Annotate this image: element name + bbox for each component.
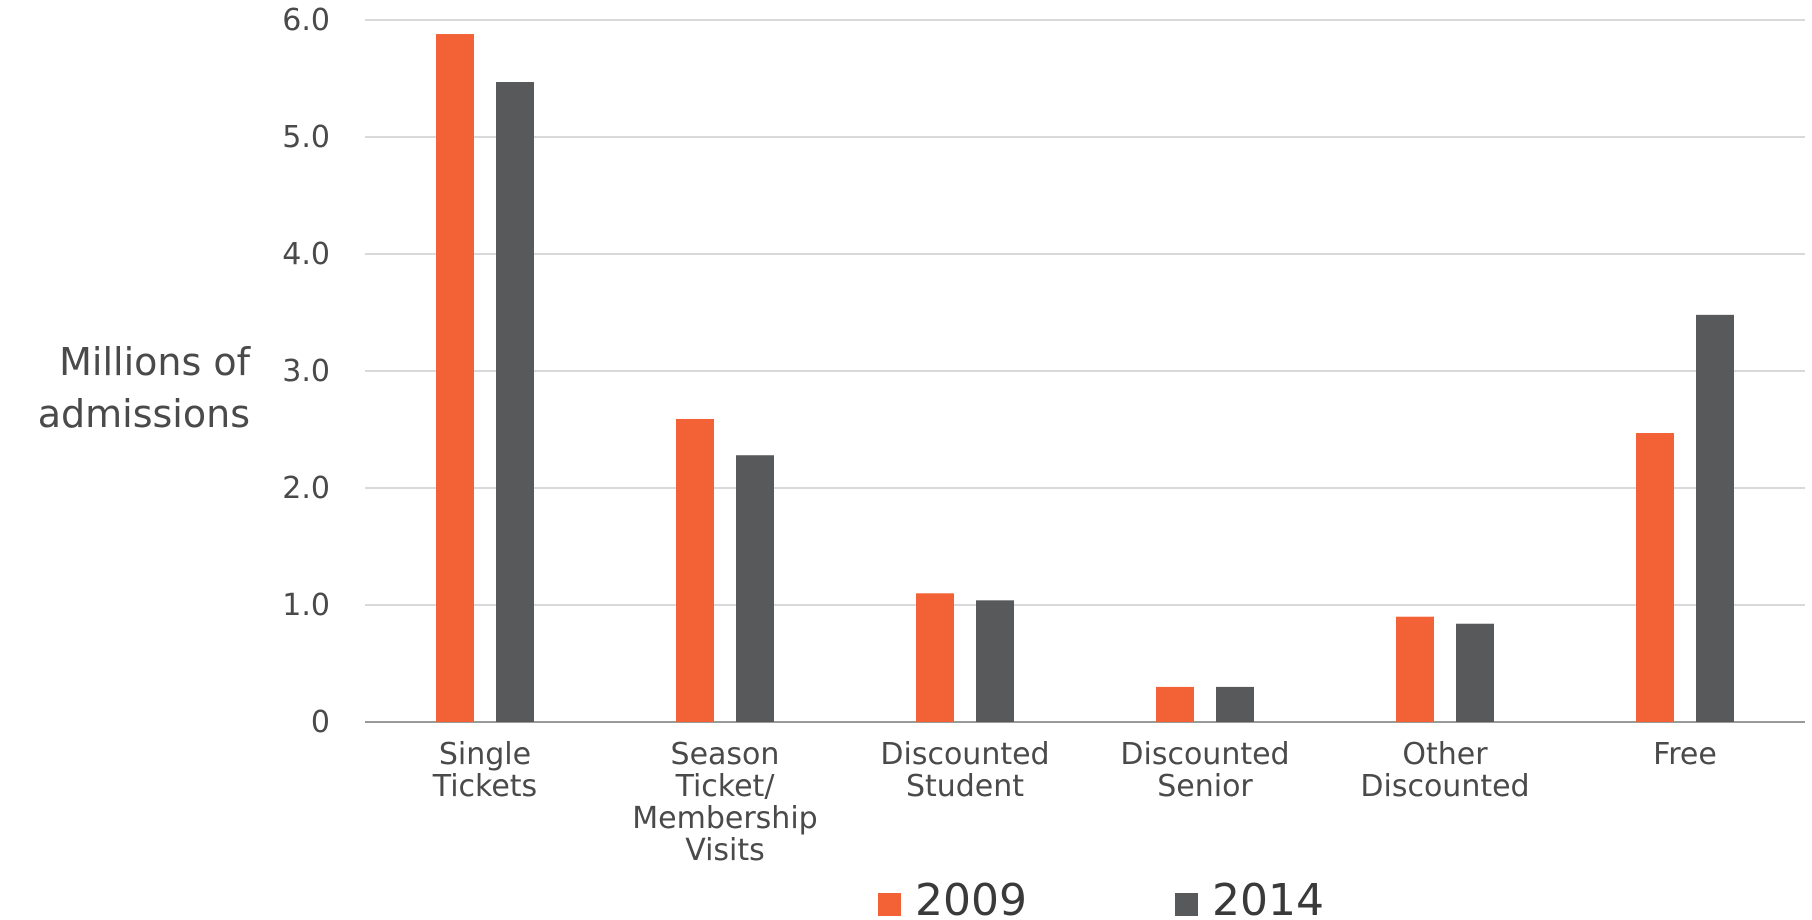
y-tick-label: 6.0: [282, 3, 330, 38]
bar-2014-4: [1456, 623, 1494, 722]
x-tick-label: Season Ticket/Membership Visits: [632, 737, 817, 868]
bar-2014-3: [1216, 686, 1254, 722]
bar-2009-1: [676, 418, 714, 722]
bar-2014-0: [496, 82, 534, 722]
bar-2014-1: [736, 455, 774, 722]
y-tick-label: 1.0: [282, 588, 330, 623]
bars: [436, 34, 1734, 723]
bar-2009-3: [1156, 686, 1194, 722]
y-axis-label: Millions of admissions: [38, 340, 252, 436]
x-axis-ticks: Single Tickets Season Ticket/Membership Visi…: [432, 737, 1717, 868]
bar-2014-2: [976, 600, 1014, 722]
x-tick-label: Single Tickets: [432, 737, 537, 804]
y-tick-label: 0: [311, 705, 330, 740]
y-tick-label: 4.0: [282, 237, 330, 272]
bar-2009-4: [1396, 616, 1434, 722]
y-axis-ticks: 0 1.0 2.0 3.0 4.0 5.0 6.0: [282, 3, 330, 740]
legend-swatch-2009: [878, 893, 901, 916]
y-tick-label: 5.0: [282, 120, 330, 155]
bar-2009-0: [436, 34, 474, 723]
x-tick-label: Free: [1653, 737, 1717, 772]
gridlines: [365, 19, 1805, 723]
bar-2014-5: [1696, 314, 1734, 722]
bar-2009-5: [1636, 433, 1674, 722]
legend: 2009 2014: [878, 875, 1324, 920]
x-tick-label: Discounted Student: [880, 737, 1049, 804]
y-tick-label: 3.0: [282, 354, 330, 389]
bar-2009-2: [916, 593, 954, 722]
y-tick-label: 2.0: [282, 471, 330, 506]
legend-label-2009: 2009: [915, 875, 1027, 920]
legend-swatch-2014: [1175, 893, 1198, 916]
x-tick-label: Other Discounted: [1360, 737, 1529, 804]
x-tick-label: Discounted Senior: [1120, 737, 1289, 804]
legend-label-2014: 2014: [1212, 875, 1324, 920]
